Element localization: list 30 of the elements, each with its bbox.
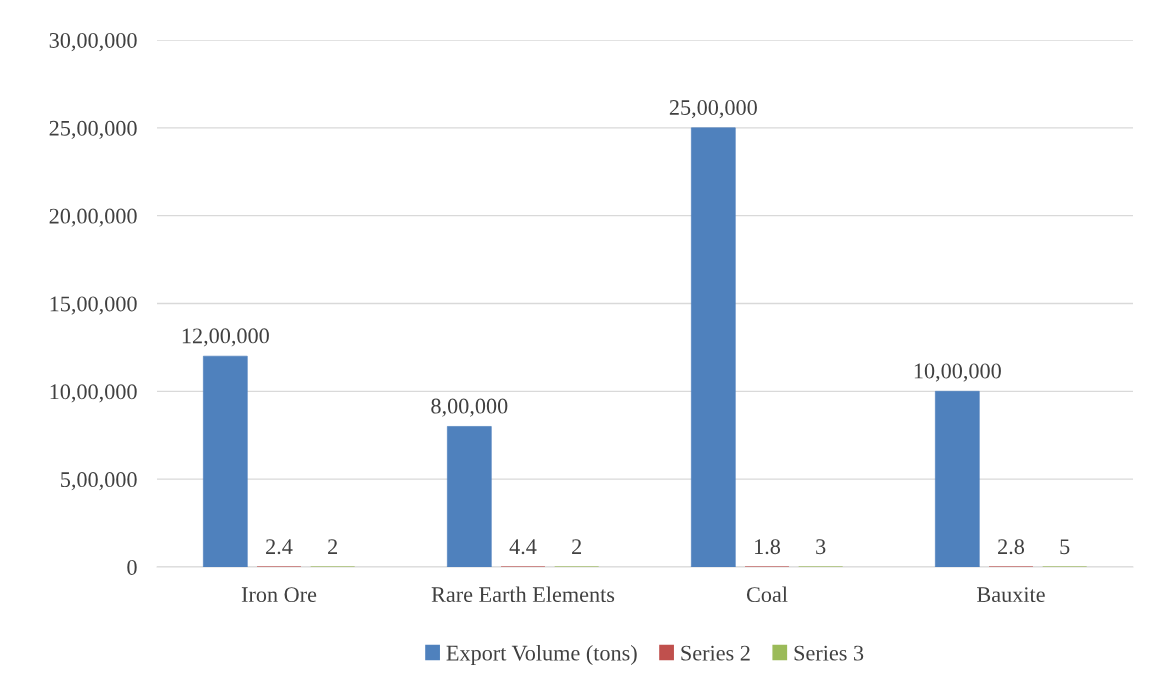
x-tick-label: Bauxite bbox=[977, 587, 1045, 603]
data-label: 4.4 bbox=[509, 539, 537, 555]
data-label: 2.4 bbox=[266, 539, 293, 555]
y-tick-label: 30,00,000 bbox=[49, 32, 137, 52]
bar bbox=[447, 426, 492, 567]
x-tick-label: Rare Earth Elements bbox=[431, 586, 615, 603]
y-tick-label: 5,00,000 bbox=[61, 472, 137, 491]
y-tick-label: 10,00,000 bbox=[50, 384, 137, 403]
y-tick-label: 15,00,000 bbox=[50, 296, 137, 315]
data-label: 25,00,000 bbox=[669, 99, 757, 119]
bar bbox=[691, 127, 736, 567]
legend-label: Series 3 bbox=[794, 645, 864, 661]
y-tick-label: 25,00,000 bbox=[49, 120, 137, 139]
data-label: 10,00,000 bbox=[914, 363, 1001, 382]
data-label: 2 bbox=[328, 539, 338, 554]
data-label: 2 bbox=[572, 539, 582, 554]
data-label: 2.8 bbox=[998, 539, 1025, 555]
bar bbox=[935, 390, 980, 567]
data-label: 3 bbox=[816, 539, 826, 555]
y-tick-label: 20,00,000 bbox=[49, 208, 137, 227]
x-tick-label: Iron Ore bbox=[241, 587, 317, 603]
legend-label: Series 2 bbox=[681, 645, 750, 661]
y-tick-label: 0 bbox=[127, 559, 137, 575]
data-label: 1.8 bbox=[755, 539, 781, 555]
bar bbox=[203, 355, 248, 567]
data-label: 5 bbox=[1060, 539, 1070, 555]
legend-label: Export Volume (tons) bbox=[446, 644, 637, 666]
data-label: 8,00,000 bbox=[431, 398, 508, 417]
x-tick-label: Coal bbox=[746, 586, 788, 603]
data-label: 12,00,000 bbox=[182, 328, 269, 347]
